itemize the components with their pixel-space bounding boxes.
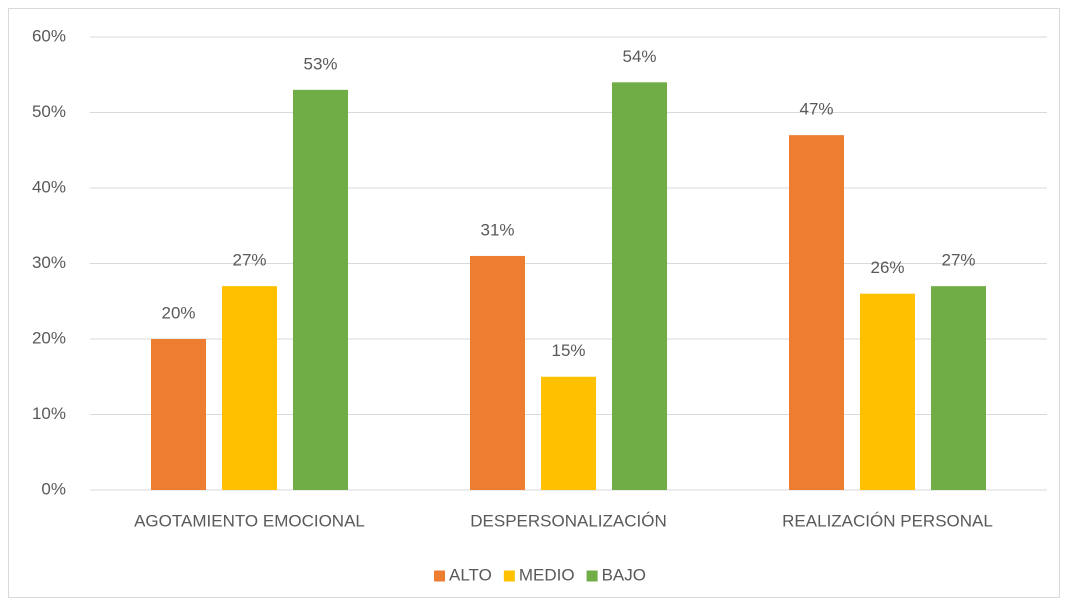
data-label: 26% <box>870 258 904 277</box>
data-label: 15% <box>551 341 585 360</box>
y-tick-label: 20% <box>32 328 66 347</box>
legend-label: MEDIO <box>519 565 575 584</box>
y-tick-label: 40% <box>32 177 66 196</box>
y-tick-label: 60% <box>32 26 66 45</box>
bar <box>612 82 667 491</box>
x-tick-label: DESPERSONALIZACIÓN <box>470 511 667 530</box>
data-label: 20% <box>161 303 195 322</box>
bar <box>293 89 348 490</box>
legend-swatch <box>503 570 515 582</box>
legend-label: BAJO <box>602 565 646 584</box>
data-label: 54% <box>622 47 656 66</box>
legend-swatch <box>434 570 446 582</box>
y-tick-label: 0% <box>41 479 66 498</box>
bar <box>470 255 525 490</box>
bar <box>151 339 206 490</box>
data-label: 47% <box>799 100 833 119</box>
legend-label: ALTO <box>449 565 492 584</box>
legend-swatch <box>586 570 598 582</box>
bar <box>789 135 844 490</box>
bar <box>860 293 915 490</box>
y-tick-label: 30% <box>32 253 66 272</box>
data-label: 31% <box>480 220 514 239</box>
data-label: 27% <box>232 251 266 270</box>
bar <box>541 376 596 490</box>
bar <box>931 286 986 490</box>
y-tick-label: 50% <box>32 102 66 121</box>
bar <box>222 286 277 490</box>
data-label: 53% <box>303 54 337 73</box>
x-tick-label: REALIZACIÓN PERSONAL <box>782 511 993 530</box>
x-tick-label: AGOTAMIENTO EMOCIONAL <box>134 511 365 530</box>
data-label: 27% <box>941 251 975 270</box>
y-tick-label: 10% <box>32 404 66 423</box>
